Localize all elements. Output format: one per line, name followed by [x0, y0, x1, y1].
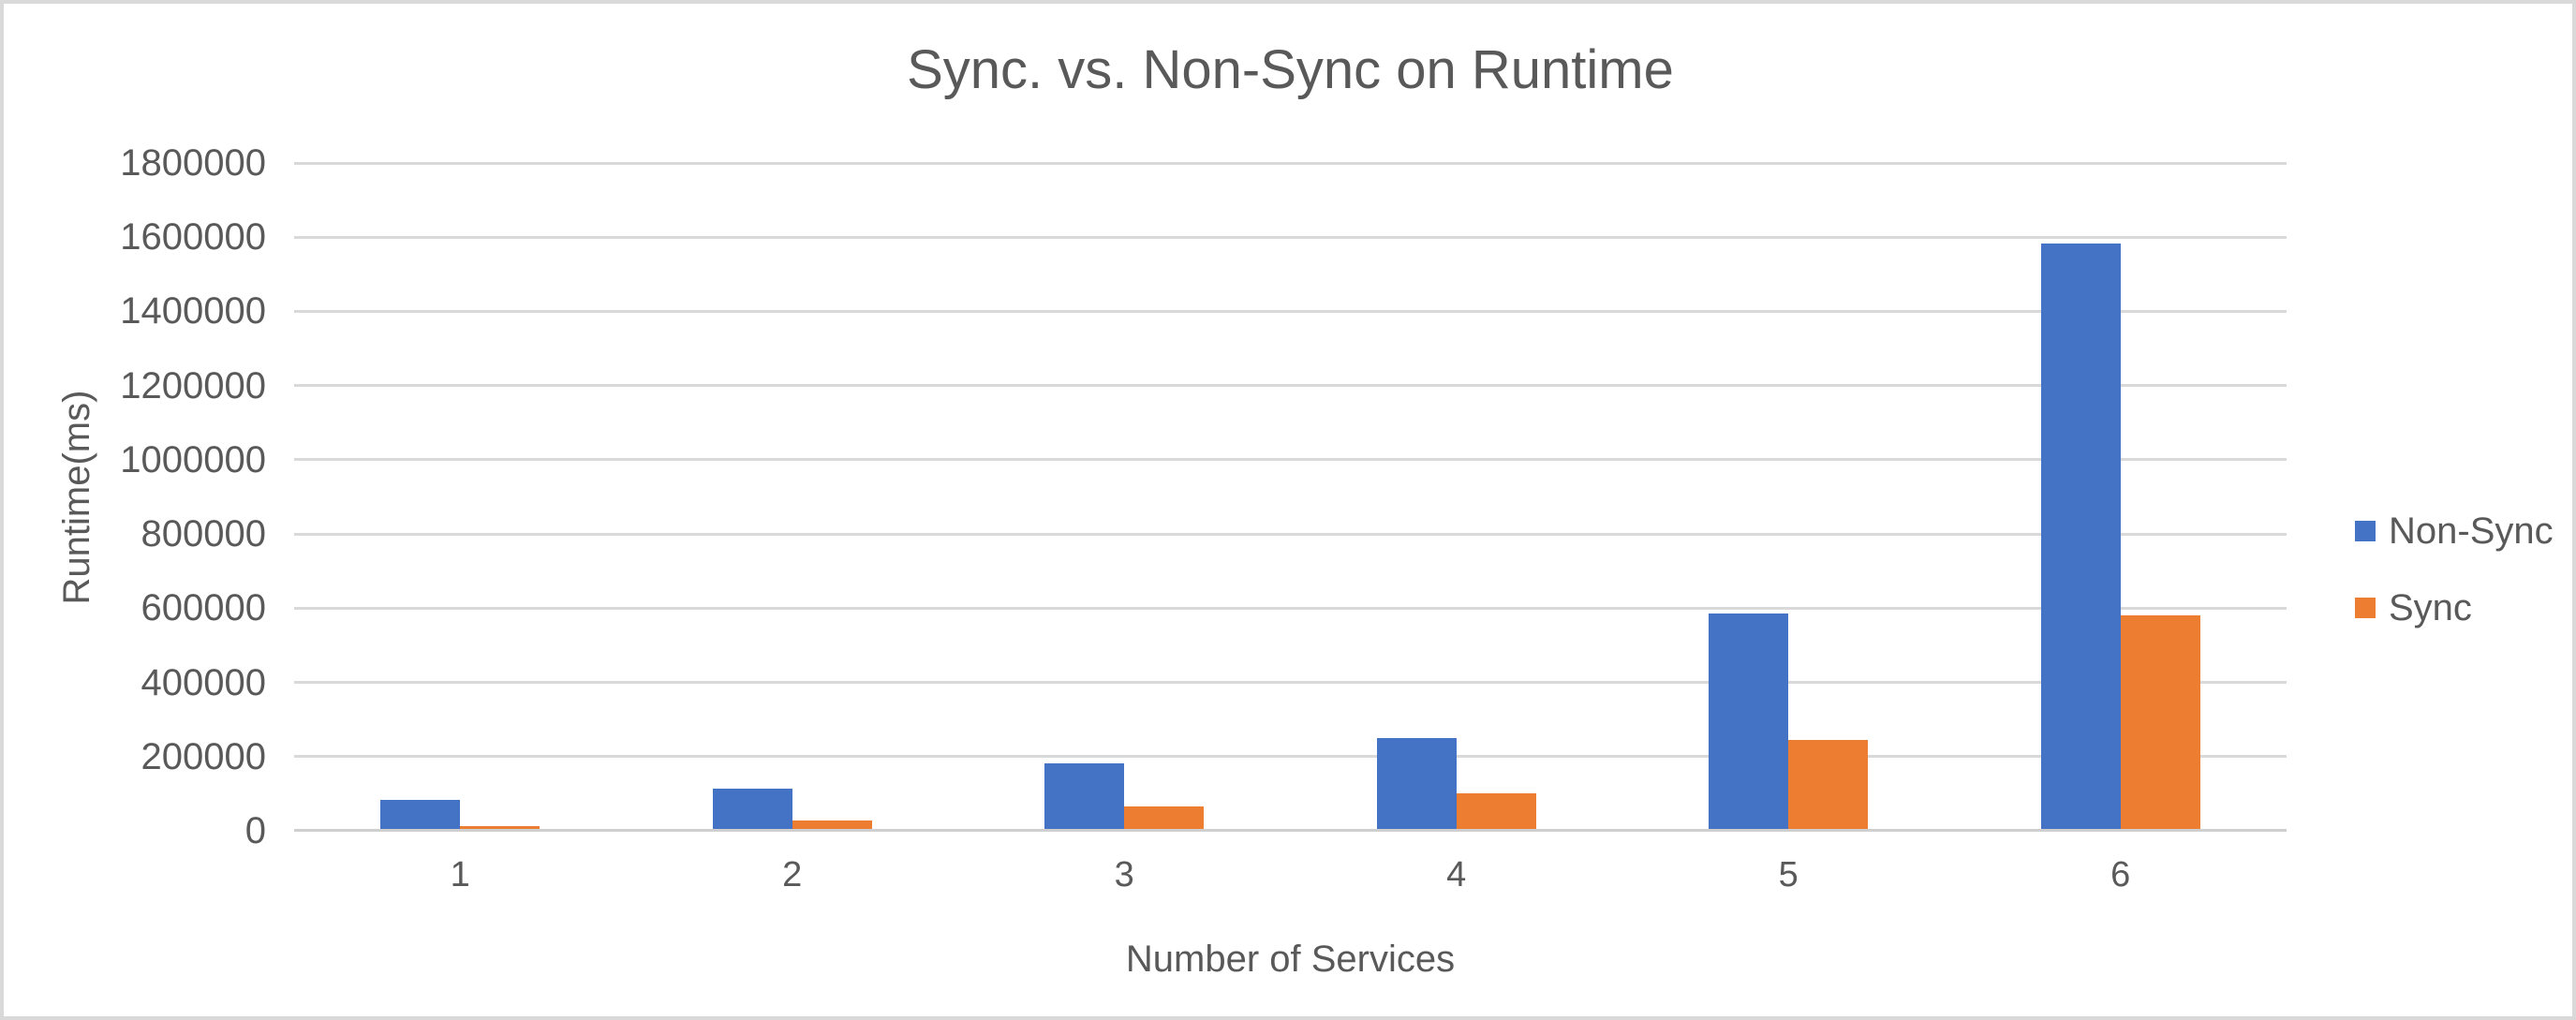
bar-sync-4 — [1456, 793, 1536, 831]
gridline-1200000 — [294, 384, 2287, 388]
legend-item-sync: Sync — [2355, 587, 2472, 628]
legend-marker-icon — [2355, 521, 2376, 541]
y-axis-tick-labels: 0 200000 400000 600000 800000 1000000 1200000 1… — [4, 144, 266, 850]
gridline-400000 — [294, 681, 2287, 685]
x-axis-line — [294, 829, 2287, 832]
y-tick-label: 1600000 — [120, 216, 266, 259]
x-tick-label-4: 4 — [1446, 855, 1467, 894]
chart-title: Sync. vs. Non-Sync on Runtime — [907, 39, 1674, 100]
gridline-1600000 — [294, 235, 2287, 239]
y-tick-label: 0 — [244, 810, 266, 851]
y-tick-label: 1000000 — [120, 438, 266, 480]
gridline-800000 — [294, 532, 2287, 536]
bar-non-sync-6 — [2040, 244, 2121, 831]
bar-sync-1 — [460, 826, 540, 831]
x-tick-label-6: 6 — [2110, 855, 2131, 894]
gridline-200000 — [294, 755, 2287, 759]
gridline-600000 — [294, 606, 2287, 610]
bar-group-3 — [958, 163, 1291, 831]
legend-item-non-sync: Non-Sync — [2355, 510, 2554, 552]
gridline-1800000 — [294, 161, 2287, 165]
y-tick-label: 400000 — [141, 661, 266, 703]
y-tick-label: 600000 — [141, 587, 266, 629]
x-axis-tick-labels: 1 2 3 4 5 6 — [294, 854, 2287, 897]
bar-group-5 — [1622, 163, 1955, 831]
bar-non-sync-5 — [1709, 613, 1789, 831]
bar-non-sync-2 — [712, 789, 792, 831]
bar-group-4 — [1291, 163, 1623, 831]
x-tick-label-3: 3 — [1114, 855, 1134, 894]
y-tick-label: 1200000 — [120, 364, 266, 407]
bar-group-6 — [1955, 163, 2287, 831]
bar-sync-5 — [1788, 740, 1869, 831]
bar-non-sync-3 — [1044, 763, 1125, 831]
x-axis-title: Number of Services — [1125, 939, 1456, 980]
x-tick-label-2: 2 — [782, 855, 803, 894]
bar-non-sync-4 — [1376, 738, 1457, 831]
bar-non-sync-1 — [380, 800, 461, 831]
legend-marker-icon — [2355, 598, 2376, 618]
bar-sync-3 — [1124, 806, 1205, 831]
legend: Non-Sync Sync — [2355, 4, 2576, 1016]
y-tick-label: 1800000 — [120, 142, 266, 184]
legend-label: Non-Sync — [2389, 510, 2554, 552]
y-tick-label: 1400000 — [120, 290, 266, 333]
legend-label: Sync — [2389, 587, 2472, 628]
bar-group-1 — [294, 163, 627, 831]
bar-sync-2 — [792, 820, 872, 831]
x-tick-label-1: 1 — [450, 855, 470, 894]
bar-groups — [294, 163, 2287, 831]
y-tick-label: 800000 — [141, 513, 266, 555]
x-tick-label-5: 5 — [1778, 855, 1799, 894]
gridline-1400000 — [294, 309, 2287, 313]
y-tick-label: 200000 — [141, 735, 266, 777]
plot-area — [294, 161, 2287, 832]
bar-sync-6 — [2120, 615, 2200, 831]
gridline-1000000 — [294, 458, 2287, 462]
bar-group-2 — [627, 163, 959, 831]
